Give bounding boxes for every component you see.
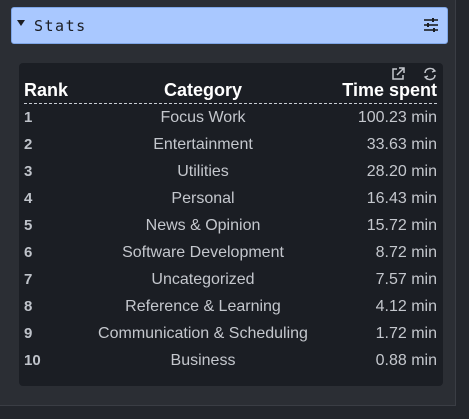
table-row: 8 Reference & Learning 4.12 min <box>24 294 437 321</box>
stats-header[interactable]: Stats <box>11 7 448 44</box>
sliders-icon[interactable] <box>423 17 439 33</box>
table-row: 1 Focus Work 100.23 min <box>24 105 437 132</box>
time-spent-cell: 8.72 min <box>375 244 437 261</box>
rank-cell: 9 <box>24 325 33 342</box>
caret-down-icon[interactable] <box>17 20 25 26</box>
table-row: 7 Uncategorized 7.57 min <box>24 267 437 294</box>
time-spent-cell: 100.23 min <box>357 109 437 126</box>
rank-cell: 6 <box>24 244 33 261</box>
category-cell: Utilities <box>177 163 229 180</box>
rank-cell: 2 <box>24 136 33 153</box>
category-cell: News & Opinion <box>145 217 261 234</box>
category-cell: Focus Work <box>160 109 246 126</box>
time-spent-cell: 1.72 min <box>375 325 437 342</box>
stats-card: Rank Category Time spent 1 Focus Work 10… <box>19 63 443 386</box>
rank-cell: 3 <box>24 163 33 180</box>
time-spent-cell: 33.63 min <box>366 136 437 153</box>
rank-cell: 10 <box>24 352 41 369</box>
table-row: 9 Communication & Scheduling 1.72 min <box>24 321 437 348</box>
stats-panel: Stats <box>0 0 456 406</box>
column-header-category: Category <box>163 80 243 100</box>
table-row: 2 Entertainment 33.63 min <box>24 132 437 159</box>
category-cell: Uncategorized <box>151 271 255 288</box>
table-row: 3 Utilities 28.20 min <box>24 159 437 186</box>
time-spent-cell: 7.57 min <box>375 271 437 288</box>
category-cell: Communication & Scheduling <box>98 325 308 342</box>
time-spent-cell: 0.88 min <box>375 352 437 369</box>
refresh-icon[interactable] <box>422 66 438 81</box>
table-header: Rank Category Time spent <box>24 78 437 104</box>
column-header-rank: Rank <box>24 80 69 100</box>
time-spent-cell: 16.43 min <box>366 190 437 207</box>
rank-cell: 1 <box>24 109 33 126</box>
category-cell: Reference & Learning <box>125 298 281 315</box>
header-title: Stats <box>34 17 87 35</box>
rank-cell: 8 <box>24 298 33 315</box>
time-spent-cell: 28.20 min <box>366 163 437 180</box>
table-row: 5 News & Opinion 15.72 min <box>24 213 437 240</box>
category-cell: Entertainment <box>153 136 253 153</box>
table-row: 4 Personal 16.43 min <box>24 186 437 213</box>
external-link-icon[interactable] <box>391 66 407 80</box>
time-spent-cell: 4.12 min <box>375 298 437 315</box>
rank-cell: 4 <box>24 190 33 207</box>
table-row: 10 Business 0.88 min <box>24 348 437 375</box>
rank-cell: 5 <box>24 217 33 234</box>
category-cell: Software Development <box>122 244 284 261</box>
category-cell: Business <box>170 352 236 369</box>
rank-cell: 7 <box>24 271 33 288</box>
table-row: 6 Software Development 8.72 min <box>24 240 437 267</box>
category-cell: Personal <box>171 190 235 207</box>
time-spent-cell: 15.72 min <box>366 217 437 234</box>
column-header-time-spent: Time spent <box>342 80 437 100</box>
table-body: 1 Focus Work 100.23 min 2 Entertainment … <box>24 105 437 375</box>
